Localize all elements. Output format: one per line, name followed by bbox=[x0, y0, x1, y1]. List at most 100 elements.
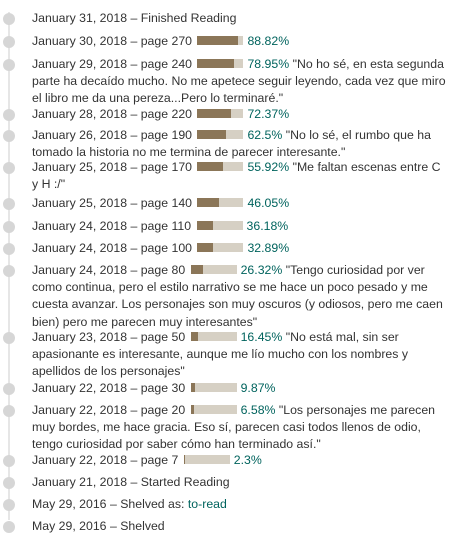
progress-percent: 36.18% bbox=[246, 219, 289, 233]
entry-date: January 26, 2018 bbox=[32, 128, 128, 142]
progress-bar-fill bbox=[190, 332, 199, 341]
entry-page: page 100 bbox=[140, 241, 193, 255]
progress-percent: 55.92% bbox=[247, 160, 290, 174]
entry-status: Shelved as: bbox=[120, 497, 185, 511]
progress-bar bbox=[197, 59, 244, 68]
entry-page: page 140 bbox=[140, 196, 193, 210]
entry-date: January 21, 2018 bbox=[32, 475, 128, 489]
entry-status: Finished Reading bbox=[140, 11, 237, 25]
shelf-link[interactable]: to-read bbox=[187, 497, 227, 511]
entry-page: page 30 bbox=[140, 381, 186, 395]
entry-date: January 22, 2018 bbox=[32, 453, 128, 467]
progress-bar bbox=[190, 332, 237, 341]
entry-page: page 80 bbox=[140, 263, 186, 277]
timeline-entry: January 22, 2018 – page 20 6.58% "Los pe… bbox=[32, 402, 448, 454]
progress-bar bbox=[197, 162, 244, 171]
timeline-dot bbox=[3, 130, 15, 142]
timeline-entry: January 25, 2018 – page 170 55.92% "Me f… bbox=[32, 159, 448, 193]
progress-bar bbox=[190, 265, 237, 274]
progress-bar-fill bbox=[196, 221, 214, 230]
timeline-entry: January 22, 2018 – page 7 2.3% bbox=[32, 452, 448, 469]
entry-separator: – bbox=[130, 241, 138, 255]
timeline-entry: May 29, 2016 – Shelved as: to-read bbox=[32, 496, 448, 513]
progress-percent: 32.89% bbox=[247, 241, 290, 255]
progress-bar bbox=[190, 383, 237, 392]
timeline-entry: January 31, 2018 – Finished Reading bbox=[32, 10, 448, 27]
timeline-entry: January 24, 2018 – page 110 36.18% bbox=[32, 218, 448, 235]
progress-bar bbox=[197, 130, 244, 139]
entry-date: January 24, 2018 bbox=[32, 241, 128, 255]
entry-page: page 270 bbox=[140, 34, 193, 48]
progress-bar-fill bbox=[197, 59, 234, 68]
entry-separator: – bbox=[130, 475, 138, 489]
timeline-entry: January 28, 2018 – page 220 72.37% bbox=[32, 106, 448, 123]
timeline-dot bbox=[3, 221, 15, 233]
entry-separator: – bbox=[130, 381, 138, 395]
entry-page: page 190 bbox=[140, 128, 193, 142]
timeline-entry: January 26, 2018 – page 190 62.5% "No lo… bbox=[32, 127, 448, 161]
timeline-entry: January 21, 2018 – Started Reading bbox=[32, 474, 448, 491]
entry-date: January 30, 2018 bbox=[32, 34, 128, 48]
progress-bar-fill bbox=[197, 109, 231, 118]
entry-date: January 29, 2018 bbox=[32, 57, 128, 71]
entry-date: May 29, 2016 bbox=[32, 497, 107, 511]
timeline-entry: May 29, 2016 – Shelved bbox=[32, 518, 448, 535]
progress-bar bbox=[190, 405, 237, 414]
progress-bar-fill bbox=[197, 243, 213, 252]
entry-page: page 110 bbox=[140, 219, 192, 233]
progress-bar bbox=[196, 221, 243, 230]
progress-bar-fill bbox=[197, 162, 224, 171]
timeline-dot bbox=[3, 499, 15, 511]
progress-percent: 6.58% bbox=[240, 403, 276, 417]
entry-date: January 22, 2018 bbox=[32, 403, 128, 417]
entry-separator: – bbox=[130, 196, 138, 210]
progress-bar-fill bbox=[197, 198, 219, 207]
timeline-dot bbox=[3, 405, 15, 417]
timeline-dot bbox=[3, 243, 15, 255]
timeline-dot bbox=[3, 521, 15, 533]
progress-percent: 62.5% bbox=[247, 128, 283, 142]
progress-note: "Me faltan escenas entre C y H :/" bbox=[32, 160, 441, 192]
timeline-dot bbox=[3, 383, 15, 395]
progress-note: "No está mal, sin ser apasionante es int… bbox=[32, 330, 408, 379]
progress-bar bbox=[183, 455, 230, 464]
progress-percent: 2.3% bbox=[233, 453, 262, 467]
timeline-entry: January 24, 2018 – page 100 32.89% bbox=[32, 240, 448, 257]
entry-date: May 29, 2016 bbox=[32, 519, 107, 533]
timeline-dot bbox=[3, 59, 15, 71]
progress-bar-fill bbox=[183, 455, 185, 464]
entry-separator: – bbox=[130, 160, 138, 174]
entry-status: Started Reading bbox=[140, 475, 230, 489]
entry-separator: – bbox=[130, 107, 138, 121]
progress-note: "No lo sé, el rumbo que ha tomado la his… bbox=[32, 128, 431, 160]
entry-date: January 25, 2018 bbox=[32, 196, 128, 210]
entry-page: page 7 bbox=[140, 453, 179, 467]
entry-date: January 24, 2018 bbox=[32, 263, 128, 277]
timeline-entry: January 22, 2018 – page 30 9.87% bbox=[32, 380, 448, 397]
entry-separator: – bbox=[130, 11, 138, 25]
entry-separator: – bbox=[130, 453, 138, 467]
entry-page: page 170 bbox=[140, 160, 193, 174]
timeline-entry: January 25, 2018 – page 140 46.05% bbox=[32, 195, 448, 212]
progress-percent: 9.87% bbox=[240, 381, 276, 395]
timeline-entry: January 30, 2018 – page 270 88.82% bbox=[32, 33, 448, 50]
progress-bar bbox=[197, 36, 244, 45]
timeline-dot bbox=[3, 162, 15, 174]
progress-percent: 26.32% bbox=[240, 263, 283, 277]
entry-separator: – bbox=[130, 57, 138, 71]
progress-percent: 78.95% bbox=[247, 57, 290, 71]
progress-note: "Los personajes me parecen muy bordes, m… bbox=[32, 403, 436, 452]
entry-page: page 220 bbox=[140, 107, 193, 121]
timeline-dot bbox=[3, 332, 15, 344]
timeline-entry: January 24, 2018 – page 80 26.32% "Tengo… bbox=[32, 262, 448, 331]
entry-separator: – bbox=[109, 519, 117, 533]
entry-date: January 24, 2018 bbox=[32, 219, 128, 233]
progress-percent: 72.37% bbox=[247, 107, 290, 121]
entry-date: January 22, 2018 bbox=[32, 381, 128, 395]
progress-bar-fill bbox=[190, 265, 203, 274]
progress-bar bbox=[197, 243, 244, 252]
entry-separator: – bbox=[109, 497, 117, 511]
timeline-dot bbox=[3, 477, 15, 489]
entry-status: Shelved bbox=[120, 519, 165, 533]
progress-bar-fill bbox=[190, 383, 196, 392]
